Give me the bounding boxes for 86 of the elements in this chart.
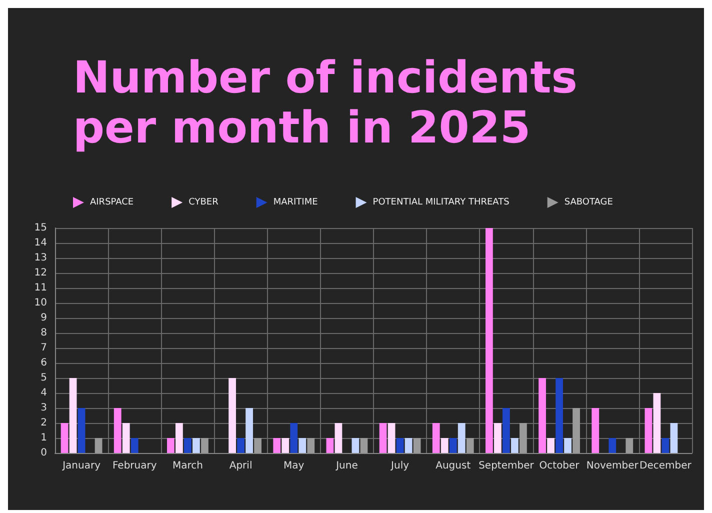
y-tick-label: 14 <box>34 238 47 248</box>
bar <box>538 378 546 453</box>
bar <box>396 438 404 453</box>
bar <box>167 438 174 453</box>
y-tick-label: 4 <box>40 388 47 398</box>
x-tick-label: December <box>640 460 692 472</box>
bar <box>670 423 678 453</box>
bar <box>449 438 457 453</box>
bar <box>69 378 77 453</box>
bar <box>404 438 412 453</box>
bar <box>201 438 208 453</box>
x-tick-label: July <box>390 460 410 472</box>
bar <box>94 438 102 453</box>
y-tick-label: 10 <box>34 298 47 308</box>
y-tick-label: 0 <box>40 448 47 458</box>
legend-label: AIRSPACE <box>90 198 134 208</box>
bar <box>184 438 192 453</box>
y-tick-label: 8 <box>40 328 47 338</box>
y-tick-label: 15 <box>34 222 47 234</box>
bar <box>511 438 518 453</box>
bar <box>458 423 466 453</box>
x-tick-label: January <box>62 460 101 472</box>
bar <box>228 378 236 453</box>
bar <box>60 423 68 453</box>
bar <box>78 408 86 453</box>
bar <box>502 408 510 453</box>
bar <box>653 393 661 453</box>
chart-title: Number of incidents per month in 2025 <box>73 52 578 154</box>
bar <box>176 423 183 453</box>
bar <box>644 408 652 453</box>
y-tick-label: 6 <box>40 358 47 368</box>
bar <box>432 423 440 453</box>
bar <box>564 438 572 453</box>
bar <box>282 438 290 453</box>
legend-label: SABOTAGE <box>564 198 614 208</box>
bar <box>520 423 527 453</box>
x-tick-label: October <box>539 460 580 472</box>
x-tick-label: September <box>478 460 535 472</box>
bar <box>352 438 360 453</box>
y-tick-label: 11 <box>34 282 47 294</box>
bar <box>608 438 616 453</box>
bar <box>114 408 122 453</box>
bar <box>273 438 281 453</box>
y-tick-label: 12 <box>34 268 47 278</box>
x-tick-label: March <box>172 460 203 472</box>
bar <box>556 378 563 453</box>
x-tick-label: February <box>112 460 157 472</box>
x-tick-label: November <box>586 460 640 472</box>
bar <box>592 408 600 453</box>
y-tick-label: 3 <box>40 402 47 414</box>
y-tick-label: 5 <box>40 372 47 384</box>
bar <box>290 423 298 453</box>
bar <box>360 438 368 453</box>
x-tick-label: August <box>436 460 471 472</box>
bar <box>254 438 262 453</box>
y-tick-label: 7 <box>40 342 47 354</box>
bar <box>246 408 253 453</box>
bar <box>413 438 421 453</box>
bar <box>494 423 502 453</box>
y-tick-label: 13 <box>34 252 47 264</box>
x-tick-label: May <box>284 460 304 472</box>
bar <box>388 423 396 453</box>
bar <box>298 438 306 453</box>
legend-label: CYBER <box>188 198 218 208</box>
bar <box>307 438 315 453</box>
bar <box>237 438 244 453</box>
bar <box>326 438 334 453</box>
x-tick-label: April <box>229 460 252 472</box>
bar <box>626 438 634 453</box>
bar <box>572 408 580 453</box>
bar <box>122 423 130 453</box>
y-tick-label: 9 <box>40 312 47 324</box>
bar <box>379 423 387 453</box>
bar <box>466 438 474 453</box>
bar <box>662 438 670 453</box>
legend-label: POTENTIAL MILITARY THREATS <box>372 198 510 208</box>
y-tick-label: 2 <box>40 418 47 428</box>
bar <box>192 438 200 453</box>
bar <box>334 423 342 453</box>
bar <box>486 228 493 453</box>
legend-label: MARITIME <box>273 198 318 208</box>
bar <box>440 438 448 453</box>
y-tick-label: 1 <box>40 432 47 444</box>
x-tick-label: June <box>335 460 358 472</box>
bar <box>547 438 554 453</box>
bar <box>130 438 138 453</box>
